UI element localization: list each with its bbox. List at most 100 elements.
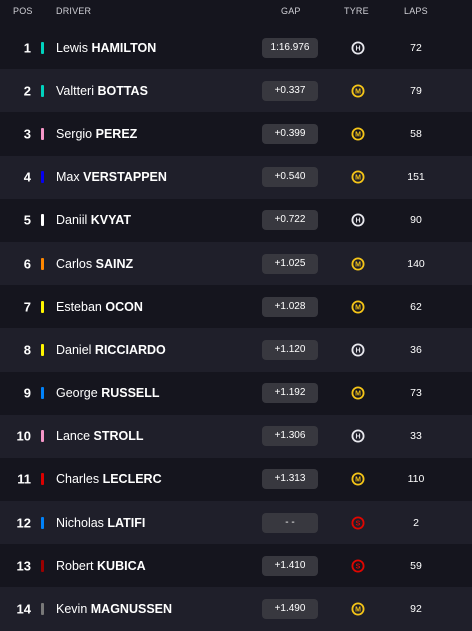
- gap-badge: 1:16.976: [262, 37, 318, 58]
- gap-badge: +1.028: [262, 296, 318, 317]
- medium-tyre-icon: M: [351, 84, 365, 98]
- driver-last-name: MAGNUSSEN: [90, 602, 173, 617]
- team-color-bar: [41, 257, 44, 270]
- gap-badge: +1.306: [262, 426, 318, 447]
- driver-first-name: Daniel: [56, 342, 92, 357]
- table-row[interactable]: 6 Carlos SAINZ +1.025 M 140: [0, 241, 472, 286]
- driver-name: Robert KUBICA: [56, 559, 146, 573]
- laps-count: 58: [410, 127, 422, 140]
- team-color-bar: [41, 300, 44, 313]
- laps-count: 72: [410, 41, 422, 54]
- table-row[interactable]: 8 Daniel RICCIARDO +1.120 H 36: [0, 328, 472, 372]
- svg-text:H: H: [355, 218, 360, 225]
- team-color-bar: [41, 127, 44, 140]
- table-row[interactable]: 3 Sergio PEREZ +0.399 M 58: [0, 112, 472, 155]
- table-row[interactable]: 1 Lewis HAMILTON 1:16.976 H 72: [0, 26, 472, 69]
- driver-last-name: STROLL: [93, 429, 144, 444]
- driver-last-name: OCON: [105, 299, 143, 314]
- driver-name: Valtteri BOTTAS: [56, 84, 148, 98]
- gap-badge: +0.540: [262, 167, 318, 188]
- gap-badge: +1.025: [262, 253, 318, 274]
- gap-badge: +1.313: [262, 469, 318, 490]
- gap-badge: +0.337: [262, 80, 318, 101]
- table-row[interactable]: 5 Daniil KVYAT +0.722 H 90: [0, 199, 472, 242]
- position-number: 5: [23, 212, 31, 228]
- hard-tyre-icon: H: [351, 429, 365, 443]
- driver-first-name: Robert: [56, 558, 94, 573]
- team-color-bar: [41, 430, 44, 443]
- gap-badge: +1.120: [262, 339, 318, 360]
- driver-name: Lance STROLL: [56, 429, 144, 443]
- gap-badge: - -: [262, 512, 318, 533]
- laps-count: 2: [413, 516, 419, 529]
- team-color-bar: [41, 214, 44, 227]
- driver-last-name: HAMILTON: [91, 40, 157, 55]
- team-color-bar: [41, 343, 44, 356]
- header-laps: LAPS: [404, 6, 428, 16]
- laps-count: 62: [410, 300, 422, 313]
- position-number: 4: [23, 169, 31, 185]
- laps-count: 36: [410, 343, 422, 356]
- svg-text:M: M: [355, 304, 361, 311]
- hard-tyre-icon: H: [351, 213, 365, 227]
- position-number: 11: [17, 471, 31, 487]
- svg-text:M: M: [355, 391, 361, 398]
- driver-name: Esteban OCON: [56, 300, 143, 314]
- svg-text:H: H: [355, 348, 360, 355]
- driver-last-name: VERSTAPPEN: [83, 170, 167, 185]
- svg-text:M: M: [355, 261, 361, 268]
- svg-text:H: H: [355, 45, 360, 52]
- laps-count: 140: [407, 257, 425, 270]
- laps-count: 59: [410, 559, 422, 572]
- driver-last-name: LATIFI: [107, 515, 146, 530]
- position-number: 7: [23, 299, 31, 315]
- table-row[interactable]: 7 Esteban OCON +1.028 M 62: [0, 285, 472, 328]
- driver-name: Charles LECLERC: [56, 472, 162, 486]
- driver-last-name: RUSSELL: [101, 386, 160, 401]
- table-row[interactable]: 10 Lance STROLL +1.306 H 33: [0, 414, 472, 458]
- svg-text:H: H: [355, 434, 360, 441]
- team-color-bar: [41, 603, 44, 616]
- gap-badge: +1.192: [262, 383, 318, 404]
- header-driver: DRIVER: [56, 6, 92, 16]
- position-number: 6: [23, 256, 31, 272]
- table-row[interactable]: 2 Valtteri BOTTAS +0.337 M 79: [0, 69, 472, 113]
- position-number: 3: [23, 126, 31, 142]
- svg-text:M: M: [355, 477, 361, 484]
- driver-first-name: George: [56, 386, 98, 401]
- position-number: 8: [23, 342, 31, 358]
- header-pos: POS: [13, 6, 33, 16]
- gap-badge: +1.490: [262, 599, 318, 620]
- team-color-bar: [41, 516, 44, 529]
- position-number: 2: [23, 83, 31, 99]
- position-number: 1: [23, 40, 31, 56]
- position-number: 12: [16, 515, 31, 531]
- table-row[interactable]: 13 Robert KUBICA +1.410 S 59: [0, 544, 472, 587]
- medium-tyre-icon: M: [351, 127, 365, 141]
- hard-tyre-icon: H: [351, 41, 365, 55]
- driver-last-name: BOTTAS: [97, 83, 148, 98]
- table-row[interactable]: 14 Kevin MAGNUSSEN +1.490 M 92: [0, 587, 472, 631]
- team-color-bar: [41, 41, 44, 54]
- driver-name: Daniil KVYAT: [56, 213, 131, 227]
- medium-tyre-icon: M: [351, 300, 365, 314]
- medium-tyre-icon: M: [351, 257, 365, 271]
- svg-text:S: S: [356, 520, 361, 527]
- table-row[interactable]: 4 Max VERSTAPPEN +0.540 M 151: [0, 155, 472, 199]
- medium-tyre-icon: M: [351, 472, 365, 486]
- table-header: POS DRIVER GAP TYRE LAPS: [0, 0, 472, 26]
- team-color-bar: [41, 387, 44, 400]
- team-color-bar: [41, 84, 44, 97]
- medium-tyre-icon: M: [351, 170, 365, 184]
- table-row[interactable]: 11 Charles LECLERC +1.313 M 110: [0, 458, 472, 501]
- laps-count: 73: [410, 387, 422, 400]
- table-row[interactable]: 9 George RUSSELL +1.192 M 73: [0, 372, 472, 415]
- soft-tyre-icon: S: [351, 559, 365, 573]
- table-row[interactable]: 12 Nicholas LATIFI - - S 2: [0, 501, 472, 545]
- driver-name: Lewis HAMILTON: [56, 41, 156, 55]
- header-tyre: TYRE: [344, 6, 369, 16]
- driver-last-name: LECLERC: [102, 472, 162, 487]
- driver-first-name: Valtteri: [56, 83, 94, 98]
- laps-count: 151: [407, 171, 425, 184]
- svg-text:M: M: [355, 88, 361, 95]
